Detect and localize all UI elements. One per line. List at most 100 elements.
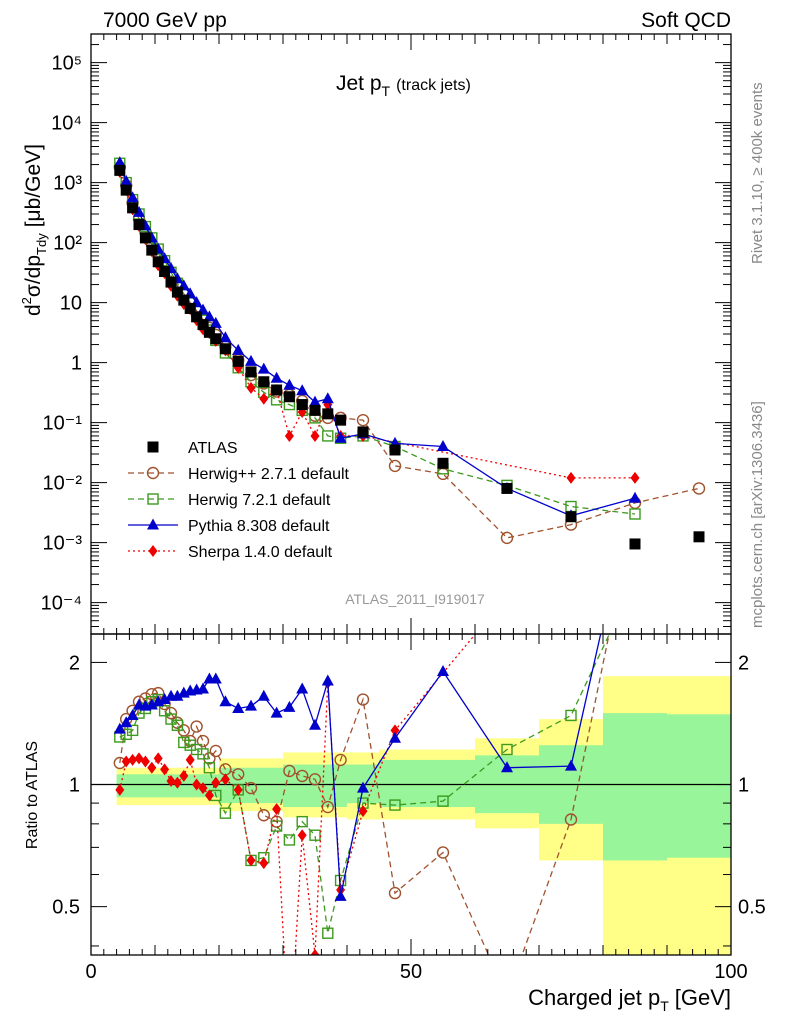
ratio-point-pythia [197, 682, 209, 694]
point-atlas [245, 366, 257, 378]
main-series-layer [113, 156, 706, 550]
series-herwig7 [114, 157, 641, 520]
y-tick-label: 10⁻⁴ [41, 593, 82, 615]
ratio-point-herwig7 [171, 719, 184, 731]
ratio-point-herwig7 [501, 743, 513, 756]
ratio-point-sherpa [246, 854, 256, 867]
legend-entry-herwigpp: Herwig++ 2.7.1 default [128, 466, 350, 483]
legend-label-sherpa: Sherpa 1.4.0 default [188, 544, 333, 561]
point-pythia [334, 431, 347, 443]
analysis-label: ATLAS_2011_I919017 [345, 591, 485, 607]
header-right: Soft QCD [641, 9, 731, 32]
ratio-y-tick-label-right: 0.5 [738, 897, 766, 919]
ylabel-sup: 2 [19, 297, 34, 304]
y-tick-label: 10⁻³ [43, 533, 83, 555]
point-herwigpp [356, 413, 370, 427]
ratio-point-sherpa [204, 789, 214, 802]
legend-entry-herwig7: Herwig 7.2.1 default [128, 492, 331, 509]
point-pythia [296, 384, 309, 396]
ratio-point-herwig7 [165, 713, 177, 725]
series-pythia [113, 156, 641, 521]
point-pythia [309, 395, 321, 407]
ratio-point-pythia [245, 699, 257, 711]
header-left: 7000 GeV pp [103, 9, 227, 32]
point-atlas [437, 457, 449, 469]
legend-label-pythia: Pythia 8.308 default [188, 518, 330, 535]
point-atlas [203, 326, 215, 338]
point-atlas [152, 256, 164, 268]
ylabel-sub: Tdy [34, 233, 49, 255]
ratio-point-pythia [270, 706, 283, 718]
ratio-point-herwigpp [209, 744, 223, 758]
ratio-point-herwigpp [231, 768, 245, 781]
xlabel-sub: T [660, 998, 669, 1014]
legend-marker-atlas [147, 441, 159, 453]
ratio-point-sherpa [121, 755, 131, 768]
ratio-point-herwigpp [164, 706, 178, 720]
ratio-point-herwig7 [309, 829, 321, 841]
ratio-point-pythia [171, 689, 184, 701]
point-pythia [232, 343, 245, 355]
point-atlas [146, 244, 158, 256]
ratio-point-pythia [389, 731, 401, 743]
point-pythia [321, 392, 334, 404]
ratio-point-herwig7 [296, 815, 308, 828]
ratio-point-herwig7 [322, 927, 334, 939]
ratio-point-sherpa [115, 783, 125, 796]
ratio-point-pythia [219, 695, 232, 707]
x-axis-label: Charged jet pT [GeV] [528, 985, 731, 1014]
ratio-point-pythia [357, 781, 369, 793]
legend-entry-pythia: Pythia 8.308 default [128, 518, 330, 535]
series-line-pythia [119, 162, 636, 517]
y-tick-label: 10³ [53, 173, 82, 195]
axis-ticks [90, 33, 732, 955]
ratio-series-layer [113, 634, 611, 955]
ratio-point-pythia [232, 701, 245, 713]
point-atlas [210, 333, 222, 345]
ratio-point-sherpa [310, 949, 320, 955]
point-atlas [127, 202, 139, 214]
point-atlas [357, 426, 369, 438]
point-atlas [258, 376, 270, 388]
ratio-y-tick-label-right: 1 [738, 775, 749, 797]
ratio-point-pythia [209, 672, 222, 684]
legend-marker-sherpa [148, 545, 158, 557]
ratio-point-pythia [565, 759, 577, 771]
point-pythia [126, 191, 139, 203]
ratio-point-herwig7 [178, 736, 190, 749]
ratio-point-herwig7 [389, 799, 401, 811]
legend-label-herwigpp: Herwig++ 2.7.1 default [188, 466, 350, 483]
point-atlas [309, 404, 321, 416]
ratio-point-sherpa [128, 753, 138, 766]
legend: ATLAS Herwig++ 2.7.1 default Herwig 7.2.1 … [128, 440, 350, 561]
x-tick-label: 0 [85, 961, 96, 983]
ylabel-main: d [22, 304, 45, 316]
ratio-point-pythia [145, 698, 158, 710]
point-atlas [197, 319, 209, 331]
point-atlas [171, 286, 183, 298]
rivet-label: Rivet 3.1.10, ≥ 400k events [749, 82, 766, 264]
point-pythia [133, 205, 145, 217]
ratio-point-pythia [437, 664, 449, 676]
ratio-point-sherpa [233, 783, 243, 796]
series-line-herwig7 [119, 163, 636, 515]
ratio-point-herwigpp [244, 781, 258, 795]
series-herwigpp [113, 161, 706, 545]
mcplots-label: mcplots.cern.ch [arXiv:1306.3436] [749, 401, 766, 628]
series-line-herwigpp [119, 167, 700, 539]
ratio-point-herwig7 [270, 820, 283, 832]
ratio-point-herwig7 [437, 795, 449, 807]
point-pythia [113, 156, 126, 168]
point-sherpa [259, 392, 269, 405]
band-inner [379, 759, 475, 808]
ratio-point-sherpa [166, 775, 176, 788]
ratio-uncertainty-bands [116, 676, 731, 955]
ratio-y-tick-label-right: 2 [738, 652, 749, 674]
y-tick-label: 10⁻¹ [43, 413, 83, 435]
ratio-point-sherpa [140, 755, 150, 768]
point-atlas [159, 266, 171, 278]
ratio-point-herwig7 [120, 728, 132, 740]
main-y-axis-label: d2σ/dpTdy [μb/GeV] [19, 144, 49, 316]
point-pythia [203, 310, 216, 322]
ratio-point-pythia [283, 700, 296, 712]
